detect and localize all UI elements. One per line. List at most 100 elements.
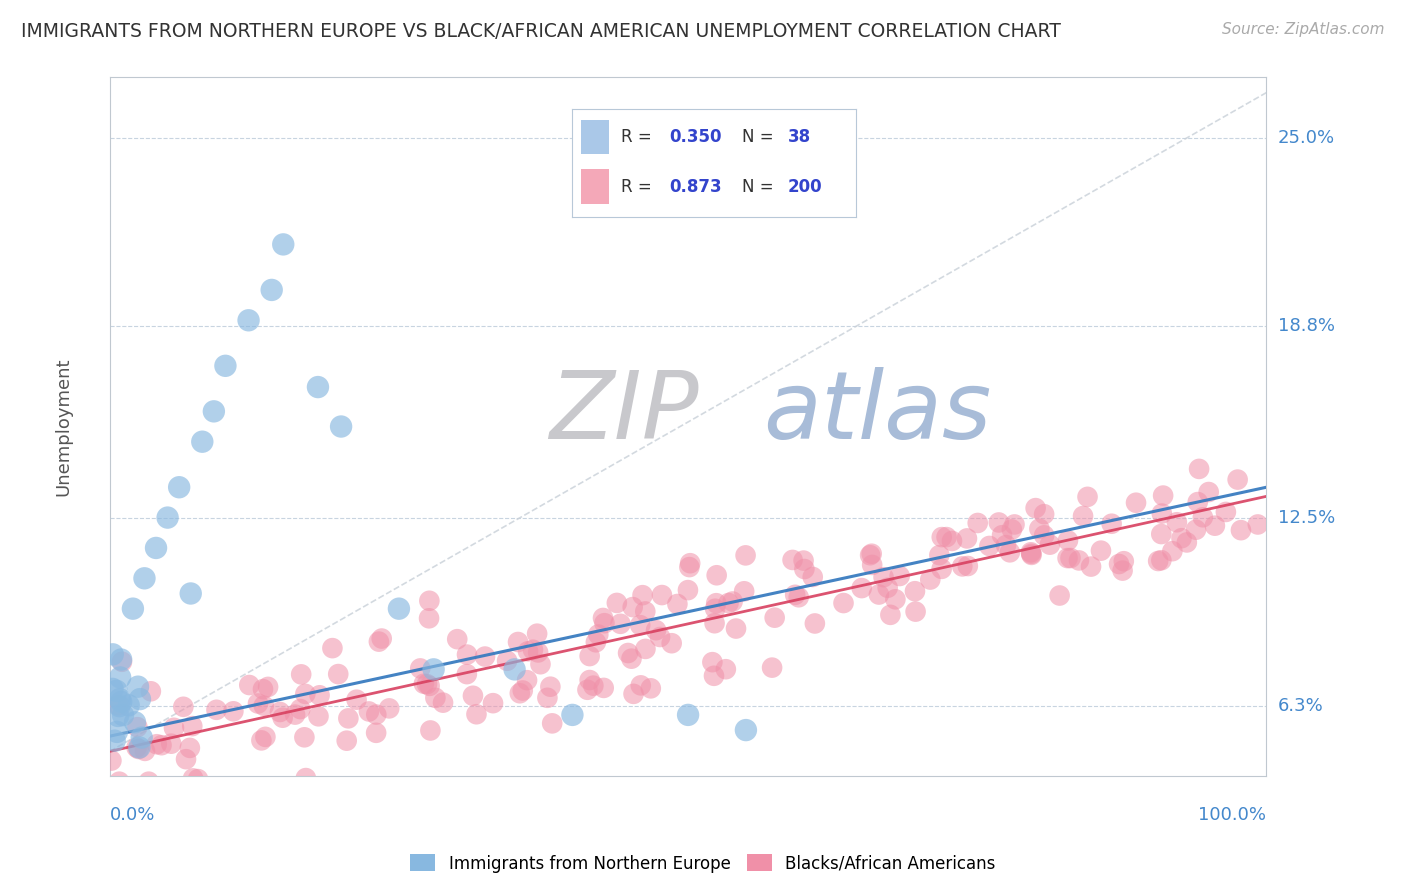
Point bbox=[139, 684, 162, 698]
Point bbox=[704, 601, 727, 615]
Point bbox=[585, 635, 607, 649]
Point bbox=[801, 570, 824, 584]
Point bbox=[609, 616, 631, 631]
Point bbox=[889, 569, 911, 583]
Point bbox=[271, 237, 294, 252]
Point bbox=[884, 592, 907, 607]
Point bbox=[456, 648, 478, 662]
Point bbox=[134, 744, 156, 758]
Point bbox=[721, 594, 744, 608]
Point bbox=[252, 682, 274, 697]
Legend: Immigrants from Northern Europe, Blacks/African Americans: Immigrants from Northern Europe, Blacks/… bbox=[404, 847, 1002, 880]
Point bbox=[703, 616, 725, 631]
Point bbox=[1150, 553, 1173, 567]
Point bbox=[346, 692, 368, 706]
Point bbox=[295, 771, 318, 785]
Point bbox=[517, 644, 540, 658]
Point bbox=[388, 601, 411, 615]
Point bbox=[191, 434, 214, 449]
Point bbox=[979, 539, 1001, 553]
Point bbox=[128, 742, 150, 756]
Point bbox=[526, 626, 548, 640]
Point bbox=[128, 740, 150, 755]
Point bbox=[538, 680, 561, 694]
Point bbox=[872, 570, 894, 584]
Point bbox=[1111, 564, 1133, 578]
Point bbox=[284, 707, 307, 722]
Point bbox=[1125, 496, 1147, 510]
Point bbox=[620, 651, 643, 665]
Point bbox=[257, 680, 280, 694]
Text: 12.5%: 12.5% bbox=[1278, 508, 1334, 526]
Point bbox=[409, 661, 432, 675]
Point bbox=[1175, 535, 1198, 549]
Point bbox=[582, 679, 605, 693]
Point bbox=[108, 699, 131, 714]
Point bbox=[156, 510, 179, 524]
Point bbox=[112, 708, 135, 723]
Point bbox=[294, 687, 316, 701]
Point bbox=[623, 687, 645, 701]
Point bbox=[706, 568, 728, 582]
Point bbox=[1198, 485, 1220, 500]
Point bbox=[1080, 559, 1102, 574]
Point bbox=[536, 690, 558, 705]
Point bbox=[465, 707, 488, 722]
Point bbox=[991, 528, 1014, 542]
Point bbox=[179, 740, 201, 755]
Point bbox=[292, 731, 315, 745]
Point bbox=[290, 702, 312, 716]
Point bbox=[714, 662, 737, 676]
Point bbox=[1067, 553, 1090, 567]
Point bbox=[180, 586, 202, 600]
Point bbox=[238, 678, 260, 692]
Point bbox=[966, 516, 988, 530]
Point bbox=[307, 380, 329, 394]
Point bbox=[330, 419, 353, 434]
Point bbox=[250, 733, 273, 747]
Point bbox=[503, 662, 526, 676]
Point bbox=[617, 646, 640, 660]
Text: atlas: atlas bbox=[763, 368, 991, 458]
Point bbox=[1147, 554, 1170, 568]
Point bbox=[125, 740, 148, 755]
Point bbox=[254, 730, 277, 744]
Point bbox=[101, 648, 124, 662]
Point bbox=[1112, 554, 1135, 568]
Point bbox=[676, 583, 699, 598]
Point bbox=[1076, 490, 1098, 504]
Point bbox=[704, 596, 727, 610]
Point bbox=[904, 605, 927, 619]
Point bbox=[634, 641, 657, 656]
Point bbox=[588, 627, 610, 641]
Point bbox=[935, 530, 957, 544]
Point bbox=[860, 558, 883, 572]
Point bbox=[928, 548, 950, 562]
Point bbox=[793, 562, 815, 576]
Point bbox=[761, 660, 783, 674]
Point bbox=[172, 699, 194, 714]
Point bbox=[432, 696, 454, 710]
Text: IMMIGRANTS FROM NORTHERN EUROPE VS BLACK/AFRICAN AMERICAN UNEMPLOYMENT CORRELATI: IMMIGRANTS FROM NORTHERN EUROPE VS BLACK… bbox=[21, 22, 1062, 41]
Point bbox=[100, 754, 122, 768]
Point bbox=[269, 705, 291, 719]
Point bbox=[1150, 527, 1173, 541]
Point bbox=[956, 532, 979, 546]
Point bbox=[187, 772, 209, 786]
Point bbox=[804, 616, 827, 631]
Point bbox=[367, 634, 389, 648]
Point bbox=[1025, 501, 1047, 516]
Point bbox=[785, 588, 807, 602]
Point bbox=[108, 670, 131, 684]
Text: Unemployment: Unemployment bbox=[55, 358, 73, 496]
Point bbox=[418, 611, 440, 625]
Point bbox=[357, 705, 380, 719]
Point bbox=[703, 669, 725, 683]
Point bbox=[678, 560, 700, 574]
Point bbox=[787, 591, 810, 605]
Point bbox=[1056, 551, 1078, 566]
Point bbox=[1004, 517, 1026, 532]
Point bbox=[782, 553, 804, 567]
Point bbox=[412, 677, 434, 691]
Point bbox=[461, 689, 484, 703]
